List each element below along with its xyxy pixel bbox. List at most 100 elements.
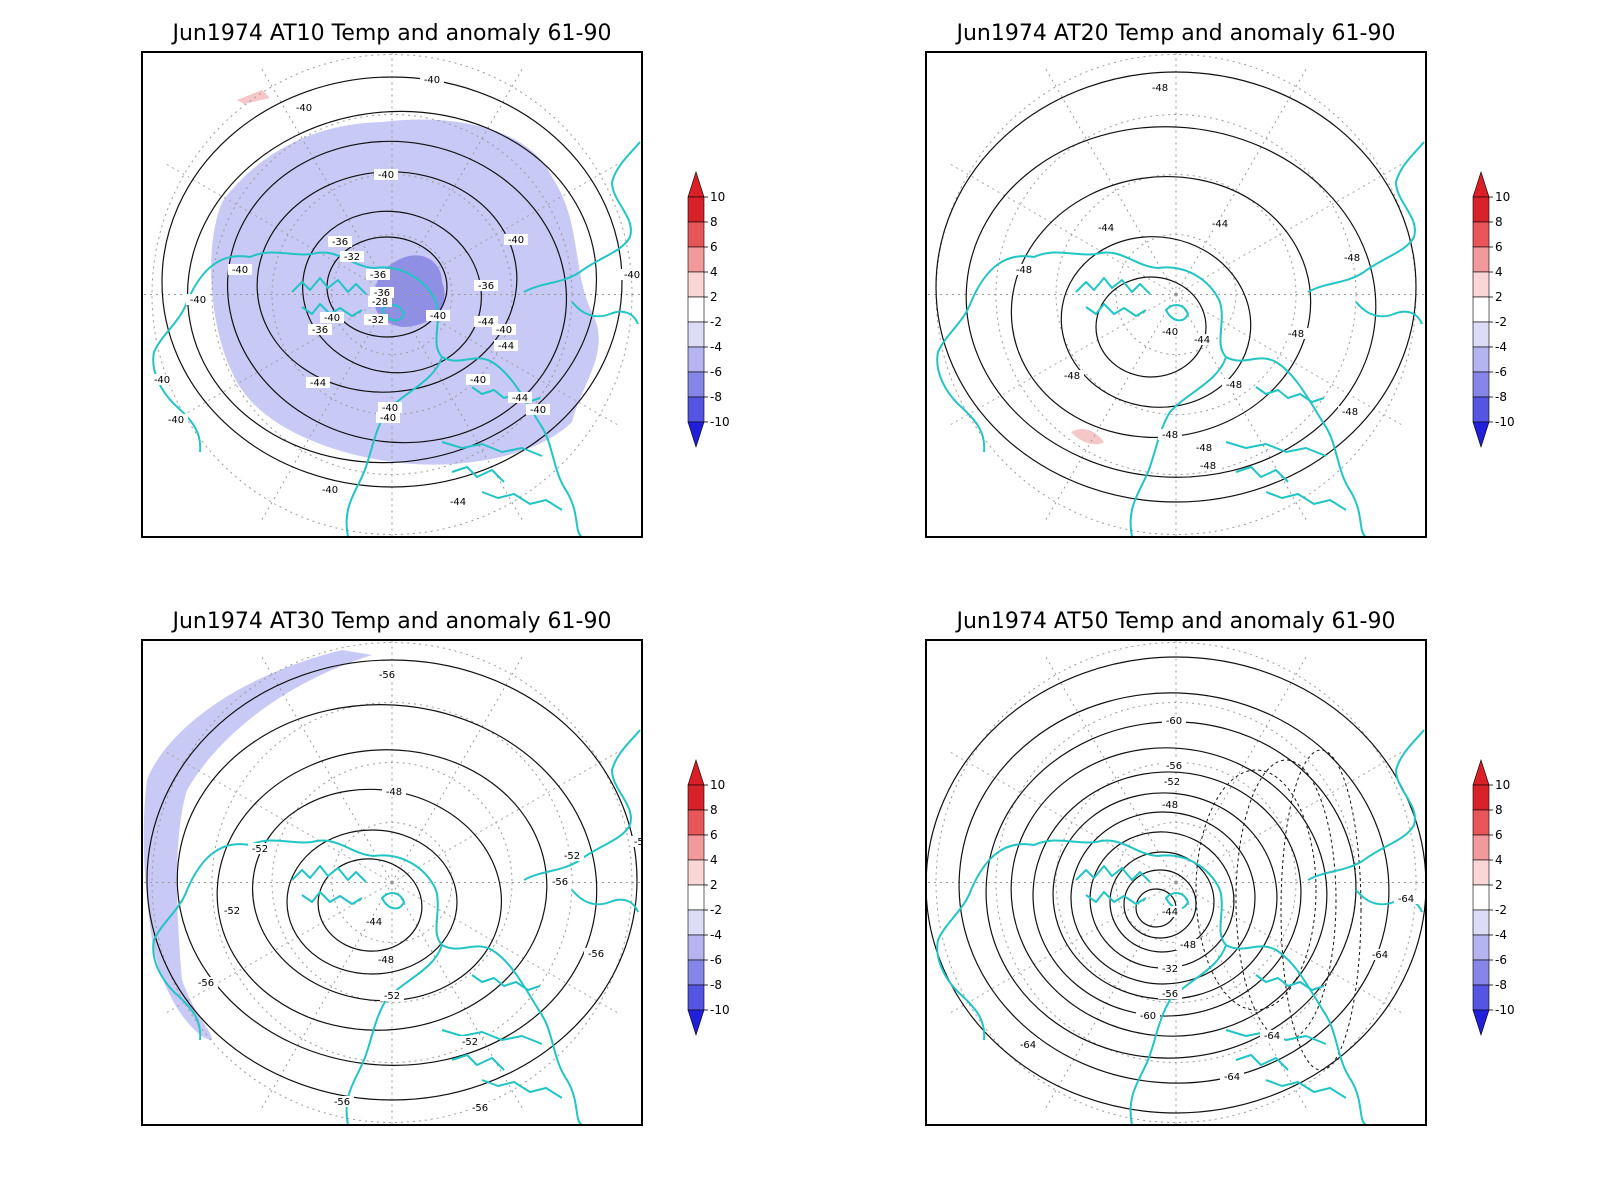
contour-label: -44: [498, 341, 514, 352]
contour-label-bg: [370, 287, 394, 298]
colorbar-tick-label: -8: [1495, 390, 1507, 404]
colorbar-tick-label: 2: [710, 290, 718, 304]
contour-label-bg: [364, 314, 388, 325]
contour-label-bg: [1284, 328, 1308, 339]
longitude-gridline: [1175, 882, 1402, 1013]
contour-label-bg: [376, 412, 400, 423]
temperature-contour: [1032, 771, 1302, 1017]
temperature-contour: [1280, 749, 1362, 1071]
longitude-gridline: [1175, 69, 1307, 295]
contour-label-bg: [466, 374, 490, 385]
colorbar-segment: [687, 371, 705, 398]
contour-label-bg: [1338, 406, 1362, 417]
contour-label-bg: [164, 414, 188, 425]
contour-label: -48: [1196, 443, 1212, 454]
colorbar-tick-label: 10: [1495, 778, 1510, 792]
contour-label-bg: [1192, 442, 1216, 453]
colorbar-tick-label: 6: [1495, 828, 1503, 842]
contour-label: -40: [324, 313, 340, 324]
contour-label-bg: [474, 280, 498, 291]
longitude-gridline: [166, 882, 393, 1013]
colorbar-segment: [687, 271, 705, 298]
colorbar-over-arrow: [1472, 171, 1490, 198]
contour-label: -48: [1162, 430, 1178, 441]
coastline: [571, 889, 639, 913]
coastline: [1085, 891, 1147, 905]
colorbar-tick-label: -2: [710, 315, 722, 329]
coastline: [186, 839, 583, 1125]
longitude-gridline: [950, 294, 1177, 425]
contour-label-bg: [526, 404, 550, 415]
temperature-contour: [1010, 747, 1328, 1037]
contour-label-bg: [1368, 949, 1392, 960]
coastline: [481, 1079, 563, 1099]
colorbar-segment: [687, 221, 705, 248]
longitude-gridline: [391, 69, 523, 295]
coastline: [451, 466, 505, 483]
coastline: [1075, 865, 1151, 883]
contour-label-bg: [194, 977, 218, 988]
temperature-contour: [1070, 811, 1256, 985]
contour-label: -56: [588, 949, 604, 960]
contour-label: -36: [312, 325, 328, 336]
colorbar-segment: [1472, 321, 1490, 348]
contour-label-bg: [320, 312, 344, 323]
contour-label: -40: [624, 270, 640, 281]
map-frame: [141, 639, 643, 1126]
colorbar-tick-label: -4: [1495, 928, 1507, 942]
panel-title: Jun1974 AT30 Temp and anomaly 61-90: [171, 609, 612, 634]
colorbar-segment: [687, 959, 705, 986]
panel-title: Jun1974 AT20 Temp and anomaly 61-90: [955, 21, 1396, 46]
temperature-contour: [1010, 175, 1312, 439]
contour-label: -48: [1180, 940, 1196, 951]
temperature-contour: [216, 749, 548, 1031]
contour-label: -48: [1064, 371, 1080, 382]
temperature-contour: [1195, 769, 1317, 1011]
colorbar-tick-label: -10: [1495, 415, 1515, 429]
colorbar-segment: [1472, 784, 1490, 811]
contour-label-bg: [306, 377, 330, 388]
temperature-contour: [1109, 851, 1215, 953]
coastline: [936, 301, 986, 453]
contour-label: -44: [366, 917, 382, 928]
contour-label: -56: [379, 670, 395, 681]
contour-label-bg: [366, 269, 390, 280]
longitude-gridline: [1175, 294, 1402, 425]
colorbar-tick-label: -6: [710, 365, 722, 379]
contour-label: -48: [1344, 253, 1360, 264]
colorbar-segment: [1472, 934, 1490, 961]
contour-label: -40: [380, 413, 396, 424]
contour-label: -44: [1098, 223, 1114, 234]
coastline: [1265, 1079, 1347, 1099]
colorbar-tick-label: -4: [710, 340, 722, 354]
colorbar-segment: [1472, 396, 1490, 423]
contour-label-bg: [504, 234, 528, 245]
coastline: [523, 141, 641, 293]
contour-label-bg: [1394, 893, 1418, 904]
colorbar-tick-label: 10: [710, 778, 725, 792]
contour-label: -48: [1016, 265, 1032, 276]
map-panel-2: Jun1974 AT20 Temp and anomaly 61-90 -48 -4…: [925, 21, 1515, 538]
coastline: [1085, 303, 1147, 317]
colorbar-tick-label: 8: [710, 803, 718, 817]
contour-label: -48: [1226, 380, 1242, 391]
longitude-gridline: [391, 882, 618, 1013]
contour-label: -52: [252, 844, 268, 855]
contour-label: -28: [372, 297, 388, 308]
colorbar-segment: [1472, 984, 1490, 1011]
contour-label-bg: [1158, 988, 1182, 999]
colorbar-segment: [1472, 834, 1490, 861]
colorbar-tick-label: -4: [710, 928, 722, 942]
contour-label-bg: [308, 324, 332, 335]
contour-label: -56: [1162, 989, 1178, 1000]
temperature-contour: [1060, 236, 1252, 408]
colorbar-segment: [1472, 221, 1490, 248]
contour-label: -52: [224, 906, 240, 917]
map-frame: [141, 51, 643, 538]
contour-label: -40: [424, 75, 440, 86]
coastline: [571, 301, 639, 325]
colorbar-tick-label: 2: [1495, 290, 1503, 304]
longitude-gridline: [1045, 657, 1177, 883]
contour-label: -56: [552, 877, 568, 888]
colorbar-over-arrow: [687, 171, 705, 198]
